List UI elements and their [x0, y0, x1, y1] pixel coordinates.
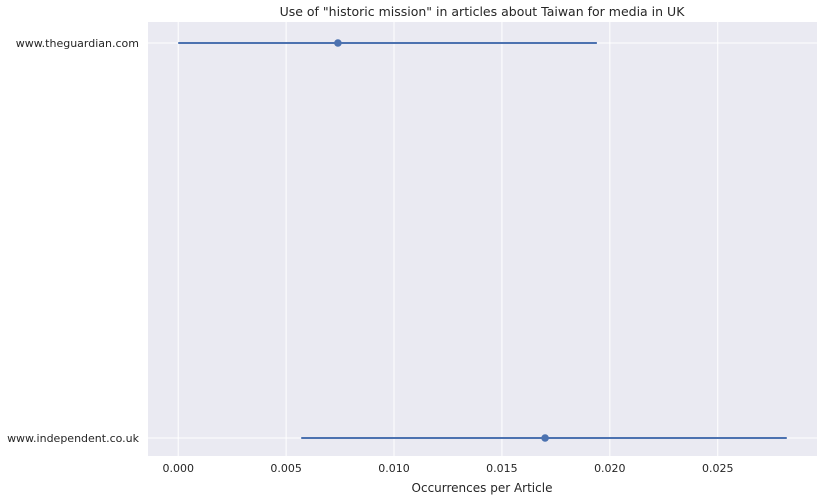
- data-point: [334, 39, 342, 47]
- x-tick-label: 0.005: [270, 462, 302, 475]
- x-axis-label: Occurrences per Article: [412, 481, 553, 495]
- chart-title: Use of "historic mission" in articles ab…: [280, 4, 686, 19]
- x-tick-label: 0.015: [486, 462, 518, 475]
- y-tick-label: www.theguardian.com: [16, 37, 139, 50]
- data-marks: [178, 39, 787, 442]
- plot-area: [148, 22, 817, 456]
- x-tick-label: 0.020: [594, 462, 626, 475]
- y-tick-label: www.independent.co.uk: [7, 432, 140, 445]
- x-tick-label: 0.000: [162, 462, 194, 475]
- data-point: [541, 434, 549, 442]
- y-axis-ticks: www.theguardian.com www.independent.co.uk: [7, 37, 140, 445]
- x-tick-label: 0.010: [378, 462, 410, 475]
- x-tick-label: 0.025: [702, 462, 734, 475]
- x-axis-ticks: 0.000 0.005 0.010 0.015 0.020 0.025: [162, 462, 733, 475]
